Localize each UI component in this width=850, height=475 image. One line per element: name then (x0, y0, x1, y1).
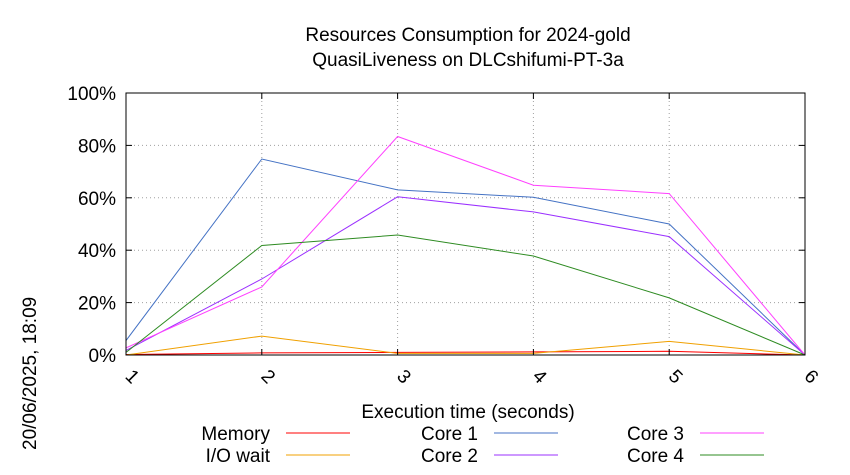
legend-label-core-4: Core 4 (627, 446, 684, 467)
plot-frame (125, 92, 806, 356)
legend-label-core-3: Core 3 (627, 424, 684, 445)
timestamp: 20/06/2025, 18:09 (20, 297, 41, 450)
legend-label-core-2: Core 2 (421, 446, 478, 467)
series-line-memory (125, 350, 806, 356)
series-line-core-3 (125, 135, 806, 356)
y-tick-label: 80% (78, 136, 116, 157)
y-tick-label: 100% (67, 84, 116, 105)
x-tick-label: 2 (257, 366, 279, 388)
y-tick-label: 0% (89, 346, 117, 367)
x-tick-label: 1 (121, 366, 143, 388)
x-axis-ticks: 1 2 3 4 5 6 (121, 93, 822, 389)
series-line-core-1 (125, 158, 806, 356)
y-tick-label: 40% (78, 241, 116, 262)
y-tick-label: 20% (78, 294, 116, 315)
y-tick-label: 60% (78, 189, 116, 210)
x-tick-label: 5 (664, 366, 686, 388)
legend-label-memory: Memory (201, 424, 270, 445)
legend-label-i-o-wait: I/O wait (206, 446, 271, 467)
chart-title-line1: Resources Consumption for 2024-gold (305, 25, 630, 46)
series-line-core-2 (125, 196, 806, 356)
y-axis-ticks: 0% 20% 40% 60% 80% 100% (67, 84, 805, 367)
series-line-core-4 (125, 234, 806, 356)
x-axis-label: Execution time (seconds) (361, 402, 574, 423)
chart-title-line2: QuasiLiveness on DLCshifumi-PT-3a (312, 50, 624, 71)
grid (126, 93, 805, 355)
x-tick-label: 3 (392, 366, 414, 388)
x-tick-label: 6 (800, 366, 822, 388)
legend-label-core-1: Core 1 (421, 424, 478, 445)
x-tick-label: 4 (528, 366, 551, 389)
series-lines (125, 135, 806, 356)
series-line-i-o-wait (125, 335, 806, 356)
